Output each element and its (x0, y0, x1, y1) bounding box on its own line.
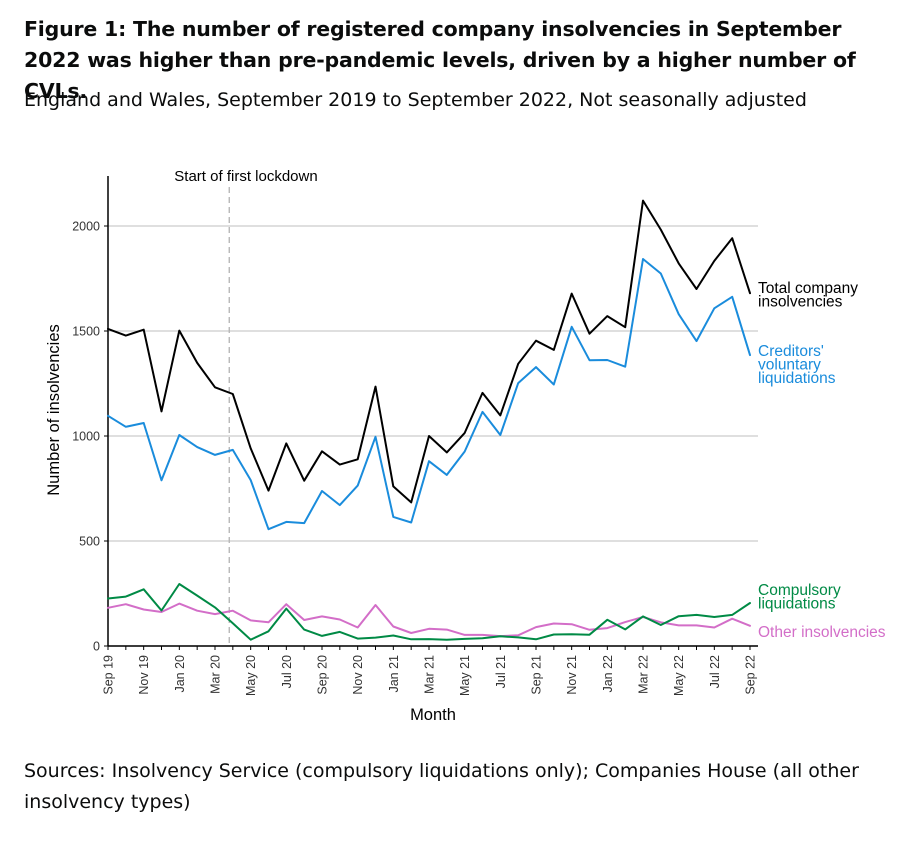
figure-source: Sources: Insolvency Service (compulsory … (24, 760, 859, 813)
x-tick-label: May 20 (244, 655, 258, 696)
axes: 0 500 1000 1500 2000 Sep 19 Nov 19 Jan 20 Mar 20… (72, 176, 758, 696)
series-lines (107, 199, 751, 641)
line-chart: Start of first lockdown 0 500 1000 1500 2000… (45, 168, 886, 724)
series-label-3: Other insolvencies (758, 624, 886, 641)
x-tick-label: Sep 22 (744, 655, 758, 695)
lockdown-annotation: Start of first lockdown (174, 168, 318, 646)
series-label-0: Total company insolvencies (758, 280, 858, 311)
x-tick-label: Sep 20 (316, 655, 330, 695)
y-tick-label: 1000 (72, 430, 100, 444)
y-tick-label: 1500 (72, 325, 100, 339)
series-line-3 (107, 602, 751, 638)
y-tick-label: 2000 (72, 220, 100, 234)
x-axis-title: Month (410, 706, 456, 724)
y-tick-label: 0 (93, 640, 100, 654)
grid-lines (108, 225, 758, 647)
x-tick-label: Jul 21 (494, 655, 508, 688)
series-label-2: Compulsory liquidations (758, 582, 841, 613)
x-tick-label: Sep 21 (530, 655, 544, 695)
x-tick-label: Jan 21 (387, 655, 401, 693)
x-tick-label: May 21 (458, 655, 472, 696)
x-tick-label: Nov 19 (137, 655, 151, 695)
x-tick-label: Mar 22 (637, 655, 651, 694)
x-tick-label: Sep 19 (102, 655, 116, 695)
y-tick-label: 500 (79, 535, 100, 549)
figure-subtitle: England and Wales, September 2019 to Sep… (24, 89, 807, 111)
x-tick-label: Mar 20 (209, 655, 223, 694)
x-tick-label: Jul 20 (280, 655, 294, 688)
x-tick-label: Nov 20 (351, 655, 365, 695)
figure-title: Figure 1: The number of registered compa… (24, 17, 856, 103)
series-label-1: Creditors' voluntary liquidations (758, 343, 836, 387)
series-line-0 (107, 199, 751, 504)
x-tick-label: Jul 22 (708, 655, 722, 688)
series-labels: Total company insolvencies Creditors' volun… (758, 280, 886, 641)
x-tick-label: May 22 (672, 655, 686, 696)
x-tick-label: Jan 20 (173, 655, 187, 693)
y-axis-title: Number of insolvencies (45, 324, 63, 496)
series-line-1 (107, 258, 751, 531)
x-tick-label: Nov 21 (565, 655, 579, 695)
x-tick-label: Mar 21 (423, 655, 437, 694)
lockdown-label: Start of first lockdown (174, 168, 317, 185)
x-tick-label: Jan 22 (601, 655, 615, 693)
series-line-2 (107, 583, 751, 641)
